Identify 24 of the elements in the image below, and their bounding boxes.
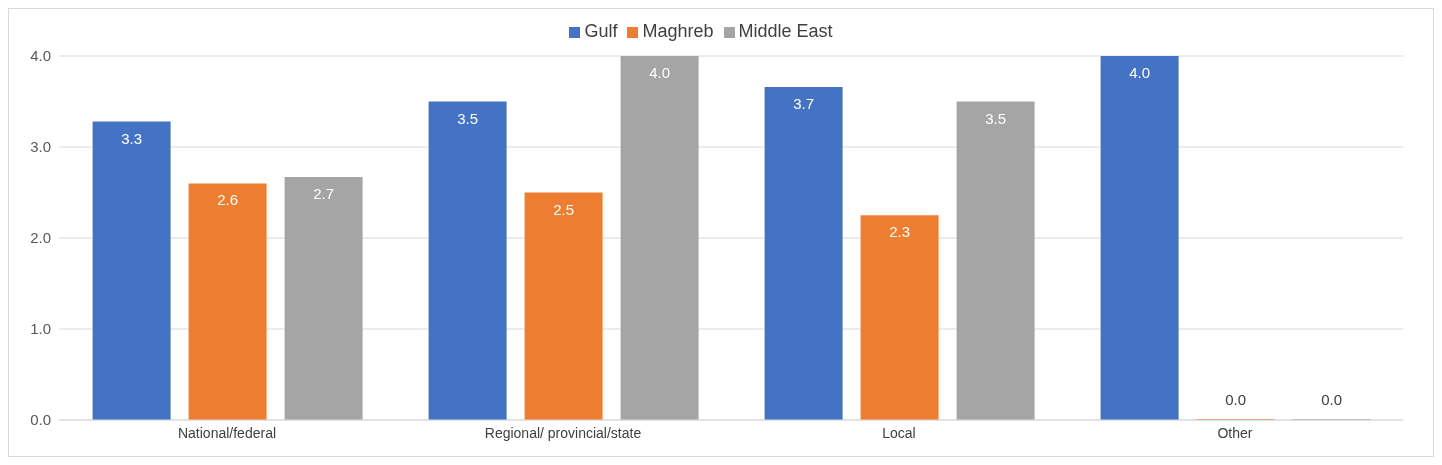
- data-label: 2.5: [553, 200, 575, 218]
- data-label: 3.7: [793, 94, 815, 112]
- x-tick-label: National/federal: [177, 424, 277, 441]
- data-label: 3.5: [985, 109, 1007, 127]
- data-label: 3.3: [121, 129, 143, 147]
- y-tick-label: 2.0: [30, 229, 51, 247]
- x-tick-label: Regional/ provincial/state: [484, 424, 642, 441]
- y-tick-label: 1.0: [30, 320, 51, 338]
- data-label: 2.7: [313, 185, 335, 203]
- data-label: 2.3: [889, 223, 911, 241]
- y-tick-label: 4.0: [30, 47, 51, 65]
- legend-label: Middle East: [738, 21, 833, 41]
- data-label: 3.5: [457, 109, 479, 127]
- data-label: 0.0: [1225, 391, 1247, 408]
- data-label: 0.0: [1321, 391, 1343, 408]
- data-label: 2.6: [217, 191, 239, 209]
- x-tick-label: Other: [1217, 424, 1253, 441]
- legend-label: Maghreb: [642, 21, 714, 41]
- data-label: 4.0: [649, 64, 671, 81]
- y-tick-label: 0.0: [30, 411, 51, 429]
- data-label: 4.0: [1129, 64, 1151, 81]
- y-tick-label: 3.0: [30, 138, 51, 156]
- legend-label: Gulf: [584, 21, 618, 41]
- x-tick-label: Local: [882, 424, 916, 441]
